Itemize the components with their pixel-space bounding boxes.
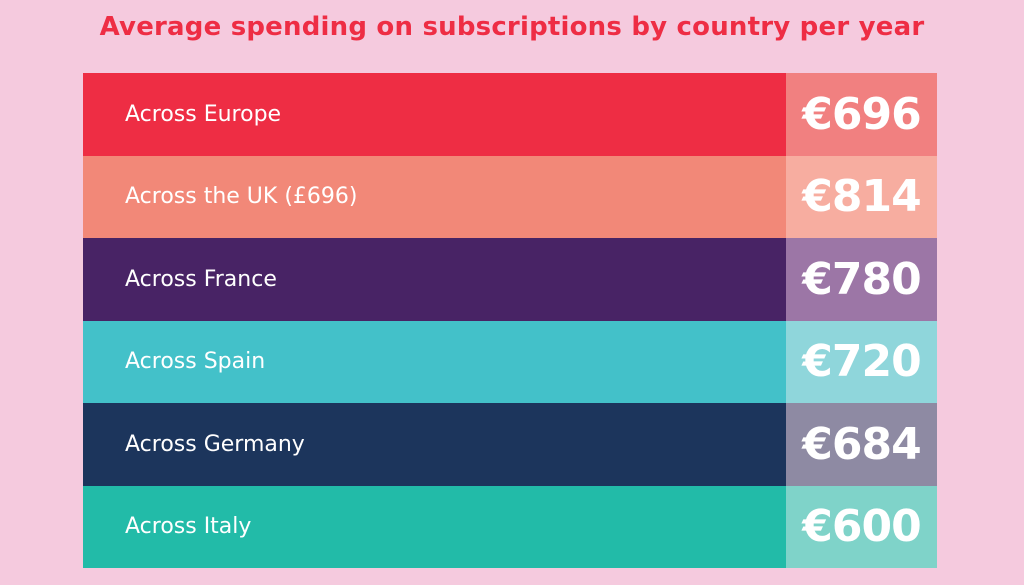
row-label-cell: Across Europe [83, 73, 786, 156]
row-label-cell: Across the UK (£696) [83, 155, 786, 238]
row-value-cell: €780 [786, 238, 937, 321]
row-value-cell: €600 [786, 485, 937, 568]
row-label-cell: Across Spain [83, 320, 786, 403]
row-label-cell: Across Italy [83, 485, 786, 568]
row-value: €696 [802, 88, 921, 140]
row-label-cell: Across France [83, 238, 786, 321]
row-value: €780 [802, 253, 921, 305]
row-value: €600 [802, 501, 921, 553]
table-row: Across Italy €600 [83, 485, 937, 568]
row-label-cell: Across Germany [83, 403, 786, 486]
row-value: €814 [802, 171, 921, 223]
row-label: Across Germany [125, 431, 305, 457]
chart-title: Average spending on subscriptions by cou… [99, 12, 925, 42]
row-value: €720 [802, 336, 921, 388]
spending-table: Across Europe €696 Across the UK (£696) €81… [83, 73, 937, 568]
row-value-cell: €684 [786, 403, 937, 486]
row-value-cell: €814 [786, 155, 937, 238]
table-row: Across Germany €684 [83, 403, 937, 486]
table-row: Across France €780 [83, 238, 937, 321]
row-value: €684 [802, 418, 921, 470]
row-label: Across Italy [125, 514, 252, 540]
row-label: Across France [125, 266, 277, 292]
row-label: Across Europe [125, 101, 282, 127]
table-row: Across Europe €696 [83, 73, 937, 156]
table-row: Across Spain €720 [83, 320, 937, 403]
row-value-cell: €720 [786, 320, 937, 403]
row-label: Across Spain [125, 349, 266, 375]
row-value-cell: €696 [786, 73, 937, 156]
table-row: Across the UK (£696) €814 [83, 155, 937, 238]
row-label: Across the UK (£696) [125, 184, 358, 210]
